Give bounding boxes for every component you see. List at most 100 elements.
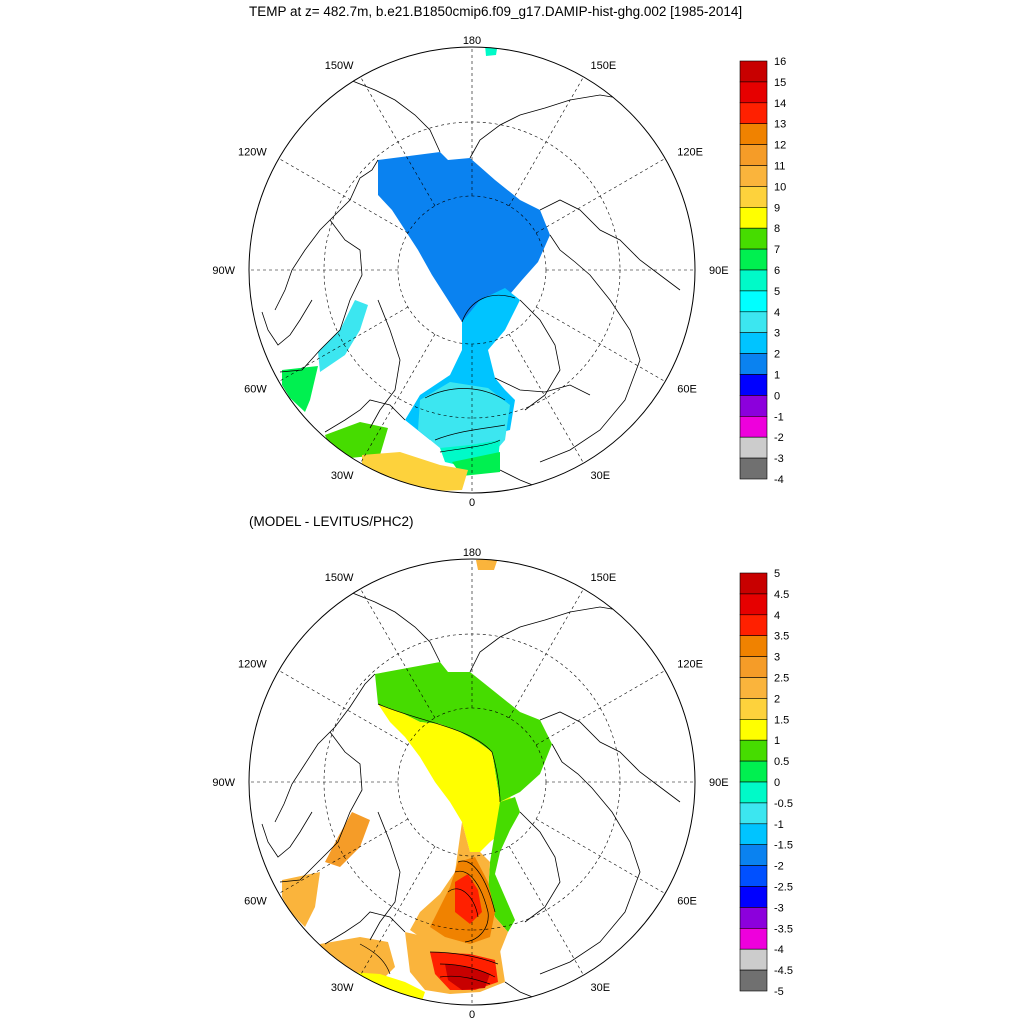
colorbar-label: 4 bbox=[774, 307, 780, 319]
meridian-line bbox=[535, 306, 666, 382]
colorbar-swatch bbox=[739, 165, 768, 187]
meridian-line bbox=[535, 158, 666, 234]
colorbar-label: 1 bbox=[774, 370, 780, 382]
colorbar-label: 3 bbox=[774, 328, 780, 340]
colorbar-label: 5 bbox=[774, 568, 780, 580]
colorbar-label: 2 bbox=[774, 693, 780, 705]
fram-strait-peak bbox=[455, 874, 482, 924]
colorbar-label: 1 bbox=[774, 735, 780, 747]
colorbar-swatch bbox=[739, 760, 768, 783]
colorbar-swatch bbox=[739, 436, 768, 459]
meridian-lines bbox=[249, 559, 695, 1005]
colorbar-label: -3 bbox=[774, 902, 784, 914]
longitude-label: 150W bbox=[325, 60, 354, 72]
bottom-polar-map: 180 150E 120E 90E 60E 30E 0 30W 60W 90W 120W 150W 5… bbox=[212, 547, 793, 1021]
colorbar-label: 3 bbox=[774, 652, 780, 664]
meridian-line bbox=[535, 670, 666, 746]
colorbar-label: 2 bbox=[774, 349, 780, 361]
meridian-line bbox=[360, 333, 436, 464]
colorbar-label: 3.5 bbox=[774, 631, 789, 643]
longitude-label: 120W bbox=[238, 659, 267, 671]
longitude-label: 30E bbox=[591, 982, 611, 994]
colorbar-label: 2.5 bbox=[774, 673, 789, 685]
longitude-label: 60W bbox=[244, 384, 267, 396]
colorbar-swatch bbox=[739, 144, 768, 166]
colorbar-swatch bbox=[739, 374, 768, 396]
colorbar-label: 0 bbox=[774, 390, 780, 402]
difference-field bbox=[261, 559, 681, 1005]
isotherm-5 bbox=[439, 439, 501, 453]
longitude-labels: 180 150E 120E 90E 60E 30E 0 30W 60W 90W 120W 150W bbox=[212, 35, 728, 509]
colorbar-swatch bbox=[739, 415, 768, 438]
colorbar-label: -4 bbox=[774, 474, 784, 486]
longitude-label: 120E bbox=[677, 659, 703, 671]
bering-strait-fill bbox=[485, 47, 498, 56]
colorbar-swatch bbox=[739, 677, 768, 699]
colorbar-label: 5 bbox=[774, 286, 780, 298]
greenland-sea-fill bbox=[418, 382, 510, 458]
colorbar-swatch bbox=[739, 290, 768, 313]
meridian-line bbox=[278, 306, 409, 382]
baffin-bay-fill bbox=[318, 300, 368, 372]
colorbar-swatch bbox=[739, 102, 768, 125]
colorbar-label: 0.5 bbox=[774, 756, 789, 768]
colorbar-label: 16 bbox=[774, 56, 786, 68]
colorbar-swatch bbox=[739, 635, 768, 657]
arctic-basin-fill bbox=[378, 152, 550, 322]
difference-contours bbox=[359, 703, 501, 985]
meridian-line bbox=[278, 818, 409, 894]
plot-title: TEMP at z= 482.7m, b.e21.B1850cmip6.f09_… bbox=[249, 4, 743, 19]
colorbar: 5 4.5 4 3.5 3 2.5 2 1.5 1 0.5 0 -0.5 -1 -1.5 -2 -2.5 -3 -… bbox=[739, 568, 793, 998]
colorbar-swatch bbox=[739, 969, 768, 992]
longitude-label: 60E bbox=[677, 896, 697, 908]
meridian-line bbox=[508, 76, 584, 207]
longitude-label: 90E bbox=[709, 265, 729, 277]
colorbar-swatch bbox=[739, 886, 768, 908]
colorbar-swatch bbox=[739, 802, 768, 825]
colorbar-label: 12 bbox=[774, 140, 786, 152]
longitude-label: 180 bbox=[463, 35, 481, 47]
longitude-label: 90E bbox=[709, 777, 729, 789]
meridian-line bbox=[535, 818, 666, 894]
longitude-label: 0 bbox=[469, 1009, 475, 1021]
colorbar-label: -1.5 bbox=[774, 840, 793, 852]
meridian-line bbox=[278, 670, 409, 746]
meridian-line bbox=[360, 588, 436, 719]
colorbar-label: -3 bbox=[774, 453, 784, 465]
svalbard-fill bbox=[488, 797, 520, 932]
labrador-sea-fill bbox=[282, 872, 320, 927]
colorbar-swatch bbox=[739, 457, 768, 480]
colorbar-label: 0 bbox=[774, 777, 780, 789]
iceland-sea-fill bbox=[320, 937, 395, 982]
longitude-label: 180 bbox=[463, 547, 481, 559]
coastlines bbox=[261, 581, 681, 1001]
colorbar-label: -4.5 bbox=[774, 965, 793, 977]
colorbar-label: 15 bbox=[774, 77, 786, 89]
colorbar-swatch bbox=[739, 927, 768, 950]
meridian-line bbox=[278, 158, 409, 234]
isotherm-4 bbox=[434, 424, 506, 441]
colorbar-label: -3.5 bbox=[774, 923, 793, 935]
colorbar-swatch bbox=[739, 269, 768, 292]
longitude-label: 120E bbox=[677, 147, 703, 159]
colorbar-label: 11 bbox=[774, 161, 785, 173]
longitude-label: 150E bbox=[591, 572, 617, 584]
longitude-label: 60E bbox=[677, 384, 697, 396]
colorbar-swatch bbox=[739, 207, 768, 229]
colorbar-swatch bbox=[739, 572, 768, 595]
colorbar-swatch bbox=[739, 739, 768, 762]
colorbar-label: -2.5 bbox=[774, 882, 793, 894]
longitude-label: 150W bbox=[325, 572, 354, 584]
colorbar-swatch bbox=[739, 227, 768, 250]
colorbar-swatch bbox=[739, 823, 768, 845]
colorbar-label: -0.5 bbox=[774, 798, 793, 810]
colorbar-swatch bbox=[739, 719, 768, 741]
siberian-shelf-fill bbox=[375, 662, 552, 802]
map-boundary bbox=[248, 558, 696, 1006]
north-atlantic-fill bbox=[362, 452, 468, 492]
colorbar-swatch bbox=[739, 781, 768, 804]
colorbar-label: 9 bbox=[774, 202, 780, 214]
colorbar-swatch bbox=[739, 332, 768, 354]
